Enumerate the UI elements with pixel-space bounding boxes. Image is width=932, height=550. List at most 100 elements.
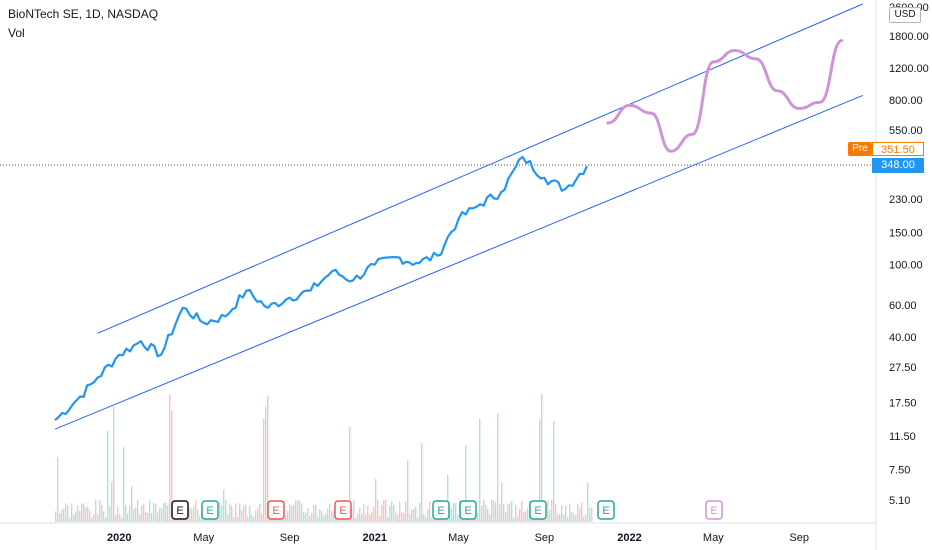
volume-bar <box>539 419 541 522</box>
volume-bar <box>255 510 257 522</box>
volume-bar <box>265 406 267 522</box>
volume-bar <box>399 501 401 522</box>
volume-bar <box>561 505 563 522</box>
volume-bar <box>223 489 225 522</box>
svg-text:E: E <box>206 505 213 517</box>
volume-bar <box>373 506 375 522</box>
price-tick-label: 27.50 <box>889 362 917 374</box>
volume-bar <box>301 504 303 522</box>
volume-bar <box>359 508 361 522</box>
volume-bar <box>97 514 99 522</box>
volume-bar <box>407 460 409 522</box>
volume-bar <box>501 482 503 522</box>
volume-histogram <box>55 393 593 522</box>
volume-bar <box>381 504 383 522</box>
volume-bar <box>357 513 359 522</box>
volume-bar <box>579 508 581 522</box>
volume-bar <box>495 502 497 522</box>
volume-bar <box>229 503 231 522</box>
volume-bar <box>95 499 97 522</box>
volume-bar <box>479 418 481 522</box>
volume-bar <box>249 505 251 522</box>
volume-bar <box>115 514 117 522</box>
volume-bar <box>65 503 67 522</box>
volume-bar <box>507 504 509 522</box>
time-tick-label: 2021 <box>362 532 386 544</box>
volume-bar <box>517 516 519 522</box>
volume-bar <box>447 474 449 522</box>
earnings-marker[interactable]: E <box>597 500 615 520</box>
price-tick-label: 230.00 <box>889 194 923 206</box>
volume-bar <box>67 505 69 522</box>
volume-bar <box>317 516 319 522</box>
volume-bar <box>235 503 237 522</box>
volume-bar <box>219 501 221 522</box>
earnings-marker[interactable]: E <box>529 500 547 520</box>
volume-bar <box>263 418 265 522</box>
earnings-marker[interactable]: E <box>334 500 352 520</box>
volume-bar <box>485 504 487 522</box>
volume-bar <box>323 515 325 522</box>
svg-text:E: E <box>437 505 444 517</box>
volume-bar <box>421 443 423 522</box>
volume-bar <box>119 514 121 522</box>
volume-bar <box>371 511 373 522</box>
volume-bar <box>575 515 577 522</box>
time-tick-label: May <box>193 532 214 544</box>
volume-bar <box>309 516 311 522</box>
volume-bar <box>267 395 269 522</box>
volume-bar <box>429 501 431 522</box>
earnings-marker[interactable]: E <box>432 500 450 520</box>
volume-bar <box>149 500 151 522</box>
time-axis[interactable]: 2020 May Sep 2021 May Sep 2022 May Sep <box>107 532 809 544</box>
volume-bar <box>549 509 551 522</box>
price-axis[interactable]: 2600.001800.001200.00800.00550.00230.001… <box>889 2 929 507</box>
price-tick-label: 1200.00 <box>889 63 929 75</box>
currency-button[interactable]: USD <box>889 7 921 23</box>
chart-symbol-title[interactable]: BioNTech SE, 1D, NASDAQ <box>8 7 159 21</box>
volume-indicator-label[interactable]: Vol <box>8 26 25 40</box>
volume-bar <box>285 515 287 522</box>
volume-bar <box>81 503 83 522</box>
volume-bar <box>227 514 229 522</box>
volume-bar <box>111 481 113 522</box>
earnings-marker[interactable]: E <box>705 500 723 520</box>
volume-bar <box>391 501 393 522</box>
volume-bar <box>531 517 533 522</box>
earnings-marker[interactable]: E <box>201 500 219 520</box>
volume-bar <box>555 504 557 522</box>
volume-bar <box>331 511 333 522</box>
volume-bar <box>101 504 103 522</box>
earnings-marker[interactable]: E <box>267 500 285 520</box>
volume-bar <box>457 514 459 522</box>
price-tick-label: 11.50 <box>889 431 916 443</box>
volume-bar <box>547 500 549 522</box>
volume-bar <box>75 511 77 522</box>
volume-bar <box>231 506 233 522</box>
volume-bar <box>287 511 289 522</box>
volume-bar <box>233 517 235 522</box>
price-tick-label: 7.50 <box>889 465 910 477</box>
volume-bar <box>451 507 453 522</box>
earnings-marker[interactable]: E <box>459 500 477 520</box>
volume-bar <box>525 510 527 522</box>
volume-bar <box>85 507 87 522</box>
volume-bar <box>89 510 91 522</box>
volume-bar <box>167 505 169 522</box>
volume-bar <box>137 499 139 522</box>
earnings-marker[interactable]: E <box>171 500 189 520</box>
volume-bar <box>165 502 167 522</box>
volume-bar <box>521 501 523 522</box>
volume-bar <box>171 410 173 522</box>
volume-bar <box>237 516 239 522</box>
volume-bar <box>577 504 579 522</box>
volume-bar <box>129 506 131 522</box>
volume-bar <box>389 505 391 522</box>
time-tick-label: Sep <box>280 532 300 544</box>
time-tick-label: May <box>703 532 724 544</box>
volume-bar <box>55 511 57 522</box>
volume-bar <box>585 514 587 522</box>
volume-bar <box>295 500 297 522</box>
